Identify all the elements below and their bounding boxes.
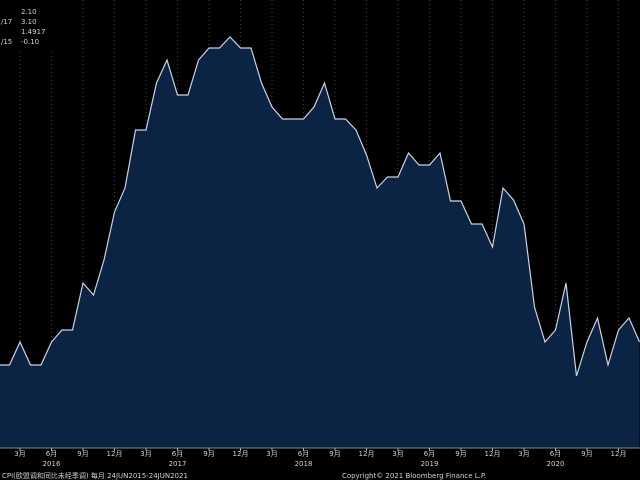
x-tick-label: 3月 bbox=[392, 450, 403, 458]
x-tick-label: 9月 bbox=[203, 450, 214, 458]
x-tick-label: 12月 bbox=[359, 450, 375, 458]
legend-label: /17 bbox=[1, 18, 12, 26]
legend-label: /15 bbox=[1, 38, 12, 46]
legend-value: 2.10 bbox=[21, 8, 37, 16]
x-tick-label: 6月 bbox=[172, 450, 183, 458]
x-tick-label: 6月 bbox=[550, 450, 561, 458]
x-tick-label: 9月 bbox=[329, 450, 340, 458]
x-tick-label: 6月 bbox=[298, 450, 309, 458]
x-tick-label: 3月 bbox=[266, 450, 277, 458]
year-label: 2018 bbox=[295, 460, 313, 468]
legend-value: 1.4917 bbox=[21, 28, 46, 36]
footer-left: CPI(欧盟调和同比未经季调) 每月 24JUN2015-24JUN2021 bbox=[2, 471, 188, 480]
x-tick-label: 3月 bbox=[518, 450, 529, 458]
x-tick-label: 9月 bbox=[455, 450, 466, 458]
footer-right: Copyright© 2021 Bloomberg Finance L.P. bbox=[342, 472, 486, 480]
year-label: 2016 bbox=[43, 460, 61, 468]
x-tick-label: 3月 bbox=[140, 450, 151, 458]
x-tick-label: 3月 bbox=[14, 450, 25, 458]
area-fill bbox=[0, 37, 640, 448]
x-tick-label: 12月 bbox=[107, 450, 123, 458]
year-label: 2020 bbox=[547, 460, 565, 468]
x-tick-label: 12月 bbox=[611, 450, 627, 458]
x-tick-label: 6月 bbox=[424, 450, 435, 458]
x-tick-label: 9月 bbox=[581, 450, 592, 458]
legend-value: -0.10 bbox=[21, 38, 39, 46]
area-line bbox=[0, 36, 640, 377]
x-tick-label: 12月 bbox=[485, 450, 501, 458]
legend-box bbox=[0, 0, 52, 50]
year-label: 2017 bbox=[169, 460, 187, 468]
x-tick-label: 12月 bbox=[233, 450, 249, 458]
x-tick-label: 6月 bbox=[46, 450, 57, 458]
year-label: 2019 bbox=[421, 460, 439, 468]
x-tick-label: 9月 bbox=[77, 450, 88, 458]
legend-value: 3.10 bbox=[21, 18, 37, 26]
plot-area bbox=[0, 0, 640, 448]
